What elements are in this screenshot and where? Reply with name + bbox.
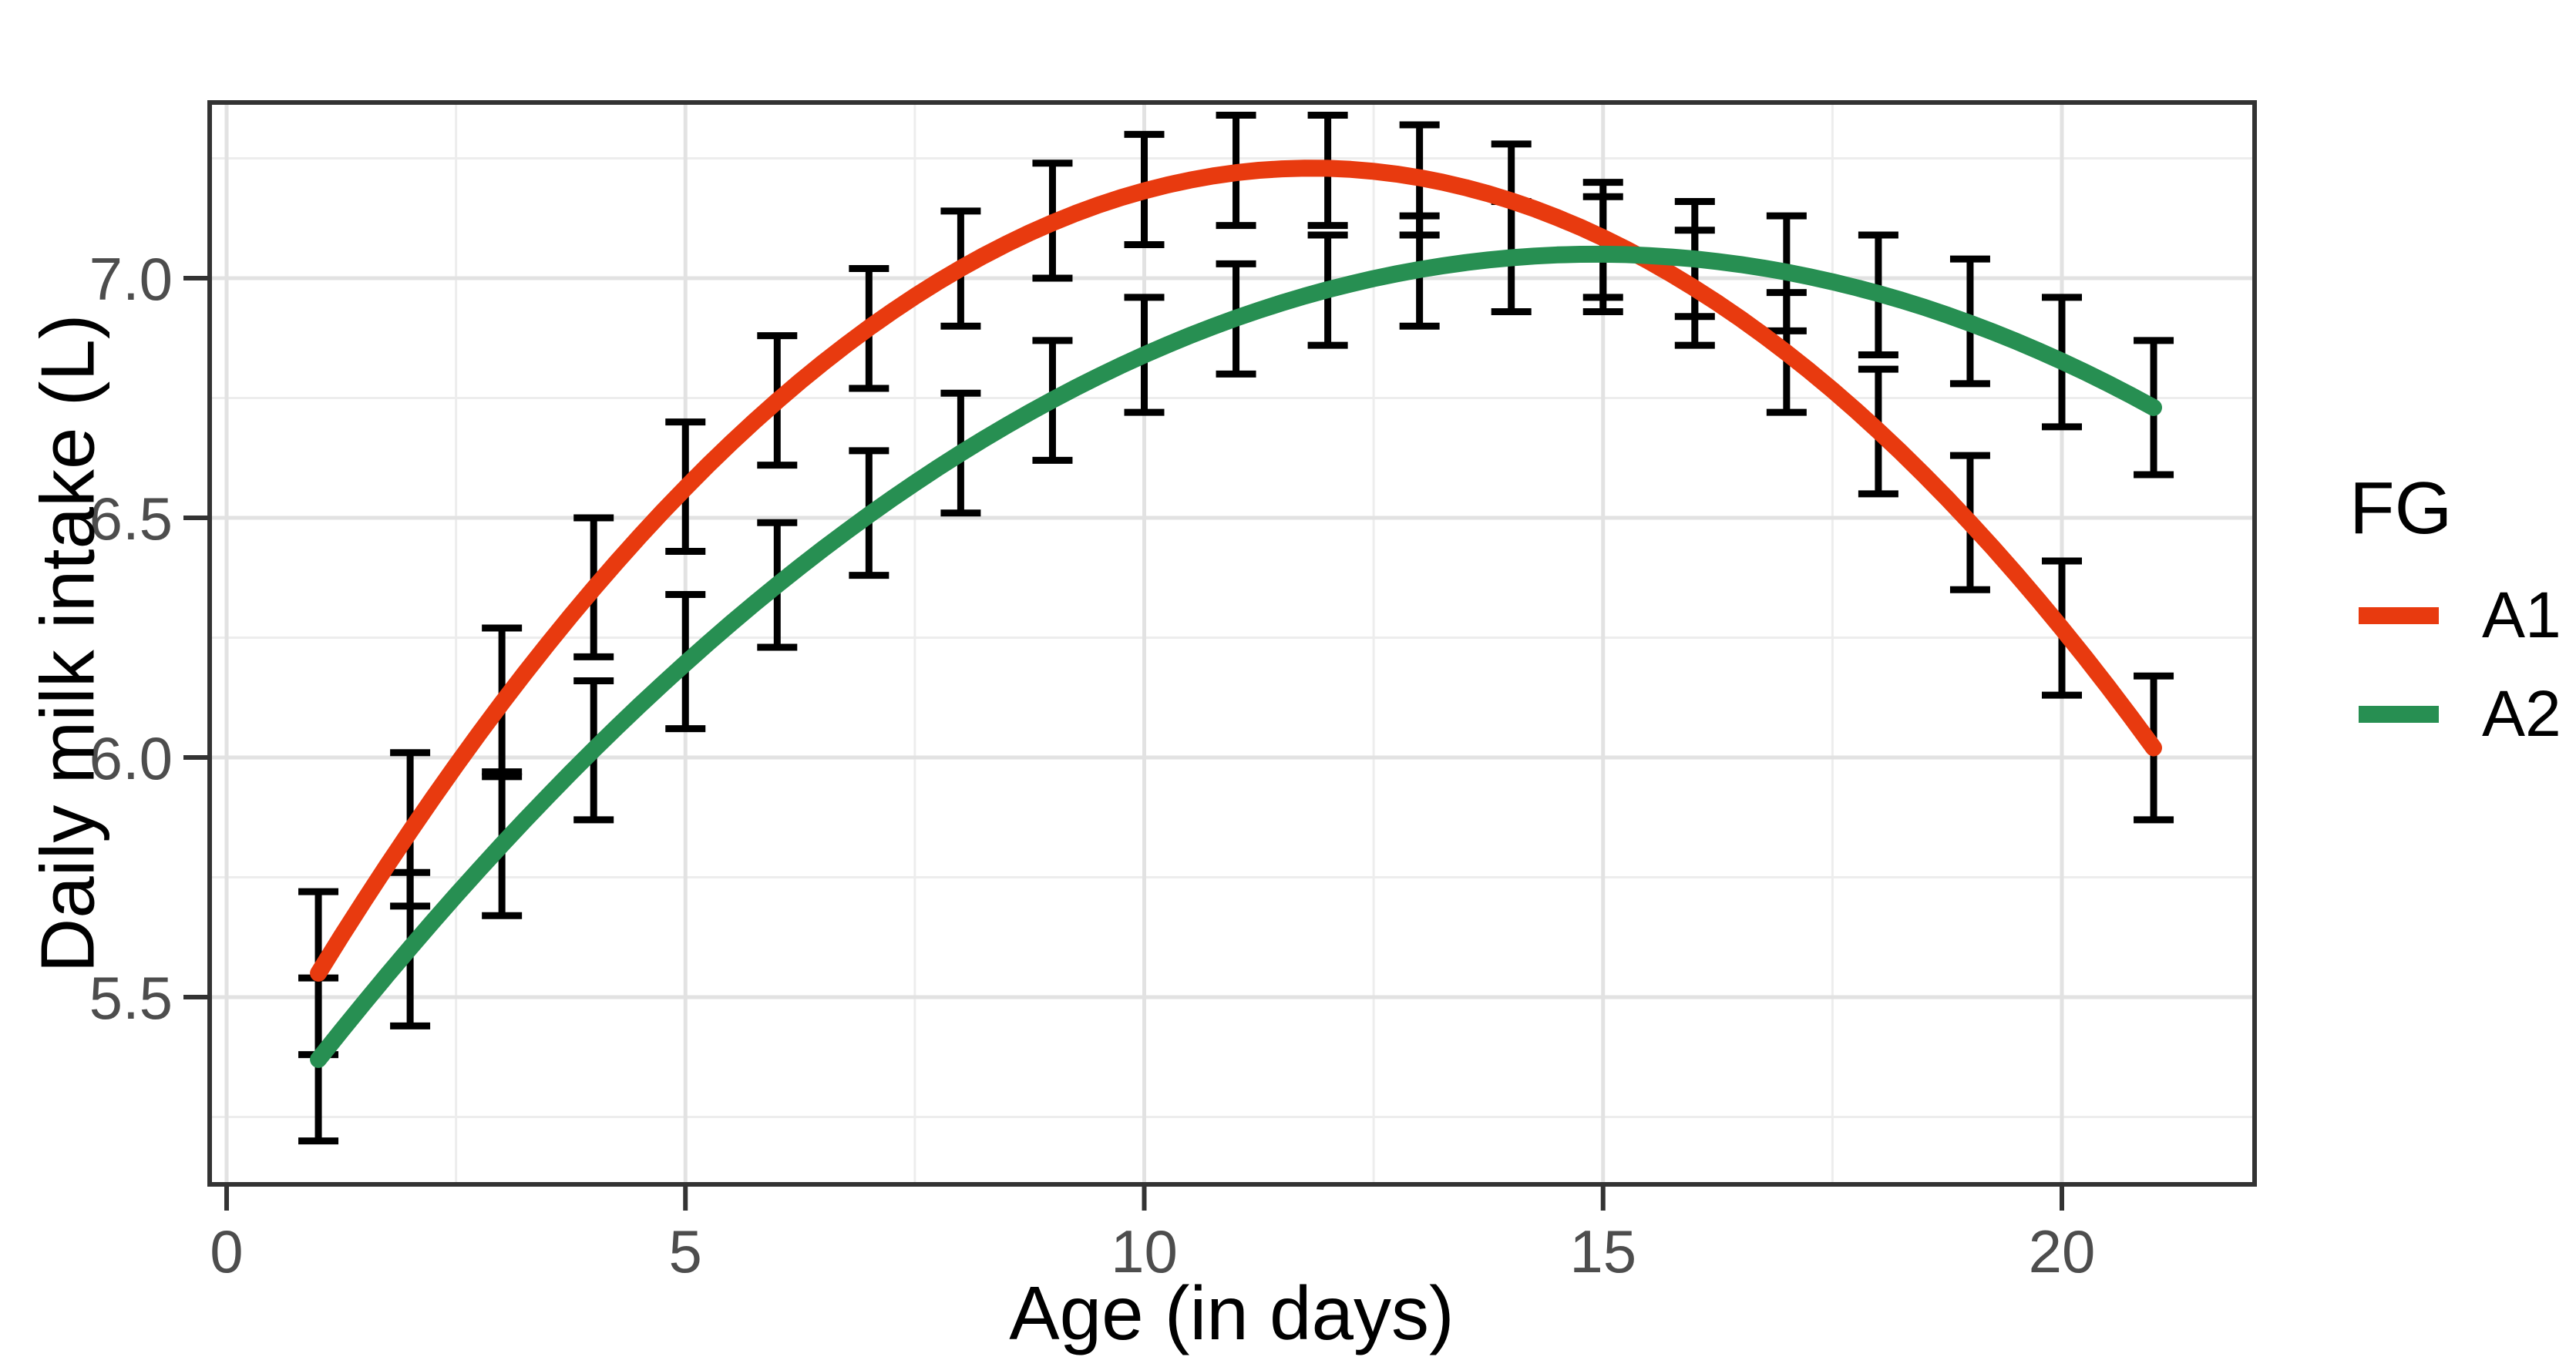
y-axis-title: Daily milk intake (L) xyxy=(25,314,110,973)
y-tick-label: 7.0 xyxy=(89,245,173,313)
x-tick-label: 15 xyxy=(1569,1218,1636,1285)
legend-item-a2: A2 xyxy=(2349,677,2561,751)
y-tick-label: 5.5 xyxy=(89,964,173,1032)
legend-label-a1: A1 xyxy=(2482,579,2561,652)
legend-swatch-a2 xyxy=(2359,705,2439,723)
legend-swatch-a1 xyxy=(2359,606,2439,624)
x-tick-label: 20 xyxy=(2029,1218,2096,1285)
series-line-a2 xyxy=(310,245,2162,1068)
legend-item-a1: A1 xyxy=(2349,579,2561,653)
legend-title: FG xyxy=(2349,467,2453,549)
x-tick-label: 5 xyxy=(669,1218,702,1285)
legend-label-a2: A2 xyxy=(2482,677,2561,751)
x-tick-label: 10 xyxy=(1111,1218,1178,1285)
series-line-a1 xyxy=(310,160,2162,982)
panel-border xyxy=(207,100,2257,1187)
y-tick-label: 6.5 xyxy=(89,485,173,553)
x-tick-label: 0 xyxy=(210,1218,243,1285)
x-axis-title: Age (in days) xyxy=(1009,1271,1454,1355)
legend: FG A1 A2 xyxy=(2349,467,2561,751)
y-tick-label: 6.0 xyxy=(89,724,173,792)
